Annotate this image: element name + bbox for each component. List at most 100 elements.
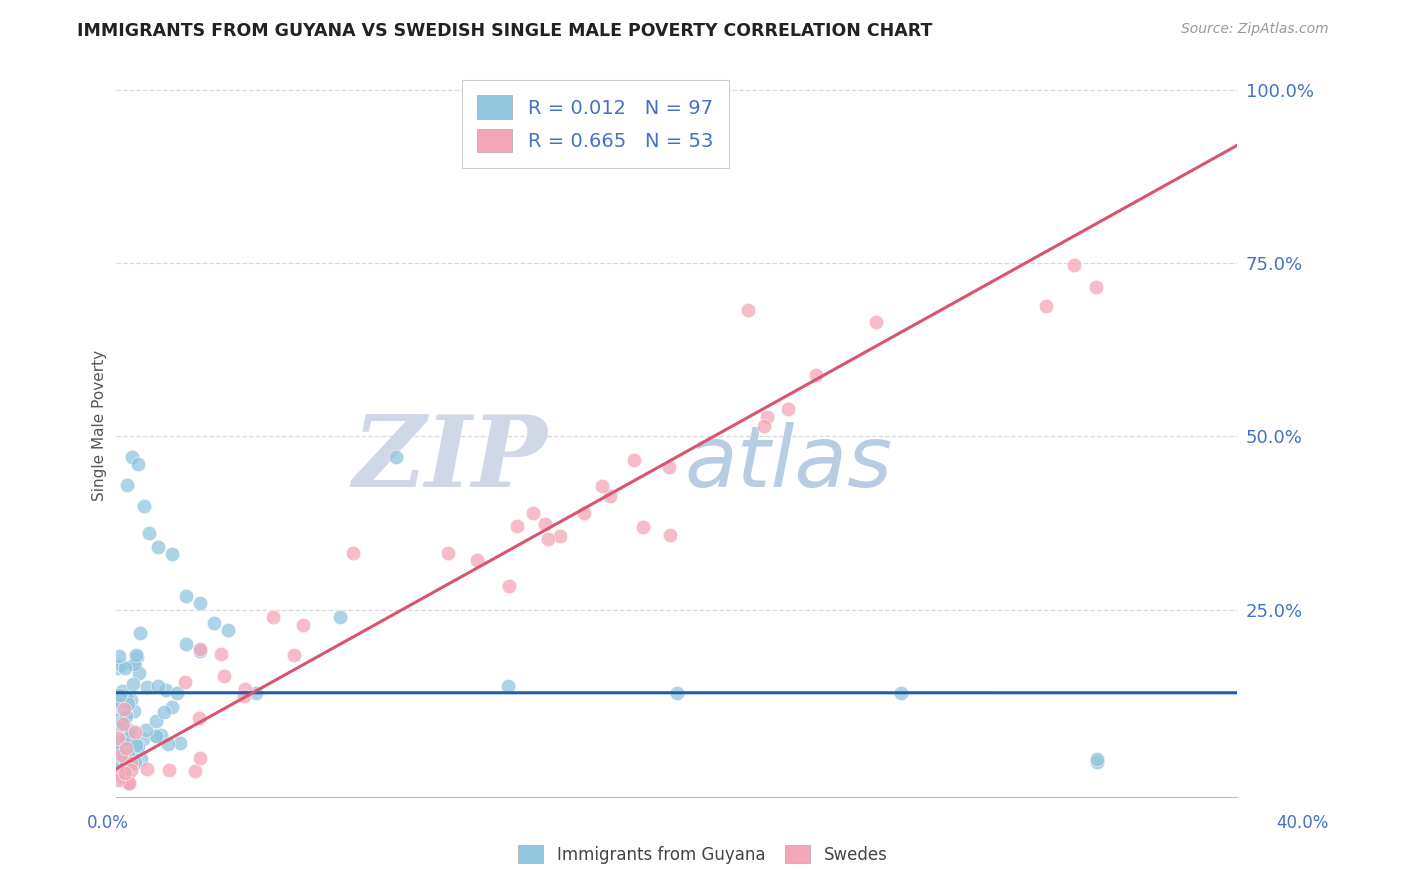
Point (114, 756, 136, 771)
Point (114, 732, 136, 747)
Point (111, 714, 134, 729)
Point (534, 516, 557, 531)
Point (146, 540, 169, 554)
Point (108, 698, 131, 712)
Point (188, 644, 211, 658)
Point (118, 734, 141, 748)
Point (112, 715, 135, 730)
Point (1085, 751, 1108, 765)
Point (658, 527, 681, 541)
Point (115, 478, 138, 492)
Point (623, 453, 645, 467)
Point (890, 686, 912, 700)
Point (124, 756, 146, 770)
Point (125, 744, 148, 758)
Point (235, 681, 257, 696)
Point (132, 499, 155, 513)
Point (125, 738, 148, 752)
Point (115, 723, 138, 738)
Point (105, 719, 128, 733)
Point (117, 732, 139, 747)
Point (536, 533, 558, 547)
Point (112, 748, 135, 763)
Point (115, 700, 138, 714)
Point (107, 765, 129, 780)
Point (120, 763, 142, 777)
Point (114, 661, 136, 675)
Text: IMMIGRANTS FROM GUYANA VS SWEDISH SINGLE MALE POVERTY CORRELATION CHART: IMMIGRANTS FROM GUYANA VS SWEDISH SINGLE… (77, 22, 932, 40)
Point (127, 649, 149, 664)
Point (110, 732, 132, 747)
Point (125, 648, 148, 662)
Point (184, 764, 207, 778)
Point (145, 729, 167, 743)
Point (118, 759, 141, 773)
Point (342, 546, 364, 560)
Point (188, 596, 211, 610)
Point (129, 752, 152, 766)
Point (105, 764, 128, 778)
Point (599, 490, 621, 504)
Point (107, 745, 129, 759)
Point (121, 676, 143, 690)
Point (114, 766, 136, 780)
Point (124, 658, 146, 673)
Point (737, 303, 759, 318)
Point (138, 526, 160, 541)
Point (658, 459, 681, 474)
Point (110, 747, 132, 762)
Point (1035, 299, 1057, 313)
Point (385, 450, 408, 464)
Point (187, 711, 209, 725)
Point (245, 686, 267, 700)
Point (118, 757, 141, 772)
Point (115, 692, 138, 706)
Point (145, 729, 167, 743)
Point (156, 737, 179, 751)
Point (591, 479, 613, 493)
Point (291, 617, 314, 632)
Point (118, 776, 141, 790)
Point (127, 739, 149, 754)
Point (160, 700, 183, 714)
Point (865, 315, 887, 329)
Point (107, 731, 129, 746)
Point (188, 751, 211, 765)
Point (120, 693, 142, 707)
Point (112, 701, 135, 715)
Text: 0.0%: 0.0% (87, 814, 129, 831)
Point (155, 683, 177, 698)
Point (1085, 755, 1108, 769)
Point (128, 666, 150, 681)
Point (105, 660, 128, 674)
Point (111, 705, 134, 719)
Point (233, 689, 256, 703)
Point (105, 713, 128, 727)
Point (122, 704, 145, 718)
Y-axis label: Single Male Poverty: Single Male Poverty (93, 351, 107, 501)
Point (122, 657, 145, 671)
Point (117, 776, 139, 790)
Point (120, 723, 142, 738)
Point (117, 747, 139, 762)
Point (506, 519, 529, 533)
Point (145, 714, 167, 728)
Point (153, 706, 176, 720)
Point (574, 506, 596, 520)
Point (117, 769, 139, 783)
Point (112, 717, 135, 731)
Text: ZIP: ZIP (353, 411, 547, 508)
Point (804, 368, 827, 382)
Point (132, 732, 155, 747)
Point (127, 457, 149, 471)
Point (105, 694, 128, 708)
Point (188, 642, 211, 657)
Point (1063, 259, 1085, 273)
Point (166, 686, 188, 700)
Point (633, 520, 655, 534)
Point (108, 703, 131, 717)
Point (498, 578, 520, 592)
Legend: R = 0.012   N = 97, R = 0.665   N = 53: R = 0.012 N = 97, R = 0.665 N = 53 (463, 79, 728, 168)
Point (121, 450, 143, 464)
Point (117, 776, 139, 790)
